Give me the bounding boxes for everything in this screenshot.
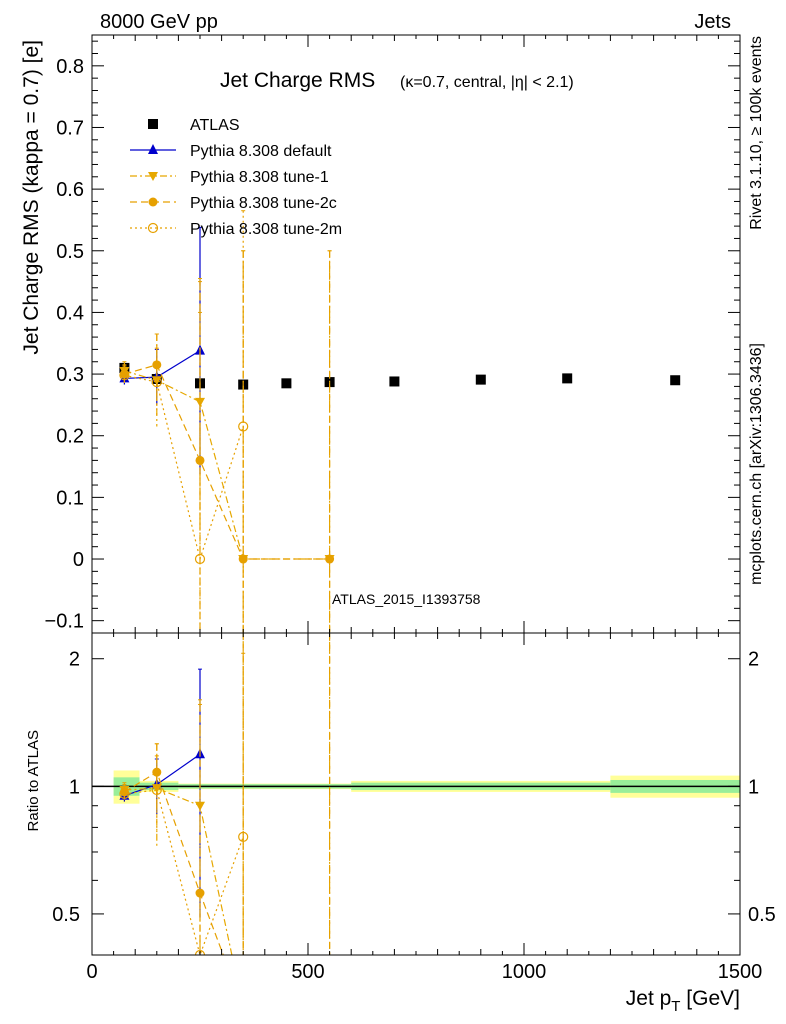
y-tick-label: 0.8	[56, 56, 84, 78]
y-tick-label: 0.3	[56, 364, 84, 386]
y-tick-label: 0.1	[56, 487, 84, 509]
series-2-point	[195, 397, 205, 407]
series-4-line	[124, 374, 244, 562]
series-0-point	[389, 376, 400, 387]
chart-title: Jet Charge RMS	[220, 69, 375, 92]
mcplots-label: mcplots.cern.ch [arXiv:1306.3436]	[748, 343, 765, 585]
series-2-line	[124, 370, 330, 560]
x-axis-label: Jet pT [GeV]	[626, 987, 740, 1015]
x-tick-label: 1000	[502, 961, 547, 983]
legend-marker-3	[148, 197, 158, 207]
legend-label-0: ATLAS	[190, 117, 240, 134]
header-right: Jets	[694, 11, 731, 33]
ratio-series-4-point	[194, 949, 206, 955]
ratio-y-tick-label-right: 0.5	[748, 904, 776, 926]
series-3-point	[195, 455, 205, 465]
legend-marker-0	[148, 119, 158, 129]
series-3-point	[325, 554, 335, 564]
x-tick-label: 500	[291, 961, 324, 983]
x-tick-label: 1500	[718, 961, 763, 983]
y-tick-label: 0.7	[56, 117, 84, 139]
series-0-point	[562, 373, 573, 384]
y-tick-label: 0.4	[56, 302, 84, 324]
ratio-series-3-line	[124, 771, 224, 955]
series-0-point	[475, 374, 486, 385]
y-tick-label: −0.1	[45, 611, 84, 633]
ratio-series-4-point	[238, 831, 249, 842]
ratio-plot-area	[92, 633, 740, 955]
series-0-point	[670, 375, 681, 386]
ratio-y-tick-label-right: 1	[748, 776, 759, 798]
y-tick-label: 0.6	[56, 179, 84, 201]
ratio-series-4-point	[151, 784, 162, 796]
chart-subtitle: (κ=0.7, central, |η| < 2.1)	[400, 74, 574, 91]
x-tick-label: 0	[86, 961, 97, 983]
ratio-series-3-point	[195, 888, 205, 898]
y-tick-label: 0.2	[56, 426, 84, 448]
legend-label-3: Pythia 8.308 tune-2c	[190, 195, 337, 212]
y-tick-label: 0.5	[56, 241, 84, 263]
series-4-point	[194, 553, 206, 565]
series-4-point	[238, 421, 249, 432]
series-4-point	[119, 370, 130, 381]
legend-marker-4	[147, 222, 159, 234]
ratio-y-tick-label-right: 2	[748, 649, 759, 671]
legend-label-1: Pythia 8.308 default	[190, 143, 332, 160]
series-3-line	[124, 364, 330, 560]
legend-label-2: Pythia 8.308 tune-1	[190, 169, 329, 186]
header-left: 8000 GeV pp	[100, 11, 218, 33]
series-4-point	[151, 376, 162, 388]
series-3-point	[238, 554, 248, 564]
main-plot-area	[119, 210, 681, 633]
legend-label-4: Pythia 8.308 tune-2m	[190, 221, 342, 238]
analysis-watermark: ATLAS_2015_I1393758	[332, 591, 481, 607]
ratio-y-tick-label: 2	[69, 649, 80, 671]
ratio-y-axis-label: Ratio to ATLAS	[25, 730, 42, 831]
ratio-series-4-point	[119, 788, 130, 799]
legend-marker-1	[148, 144, 158, 154]
ratio-y-tick-label: 1	[69, 776, 80, 798]
ratio-series-4-line	[124, 789, 244, 955]
series-0-point	[281, 378, 292, 389]
rivet-label: Rivet 3.1.10, ≥ 100k events	[748, 36, 765, 230]
legend-marker-2	[148, 172, 158, 181]
y-axis-label: Jet Charge RMS (kappa = 0.7) [e]	[20, 40, 43, 355]
ratio-y-tick-label: 0.5	[52, 904, 80, 926]
legend	[130, 119, 176, 234]
y-tick-label: 0	[73, 549, 84, 571]
ratio-series-2-line	[124, 787, 233, 955]
